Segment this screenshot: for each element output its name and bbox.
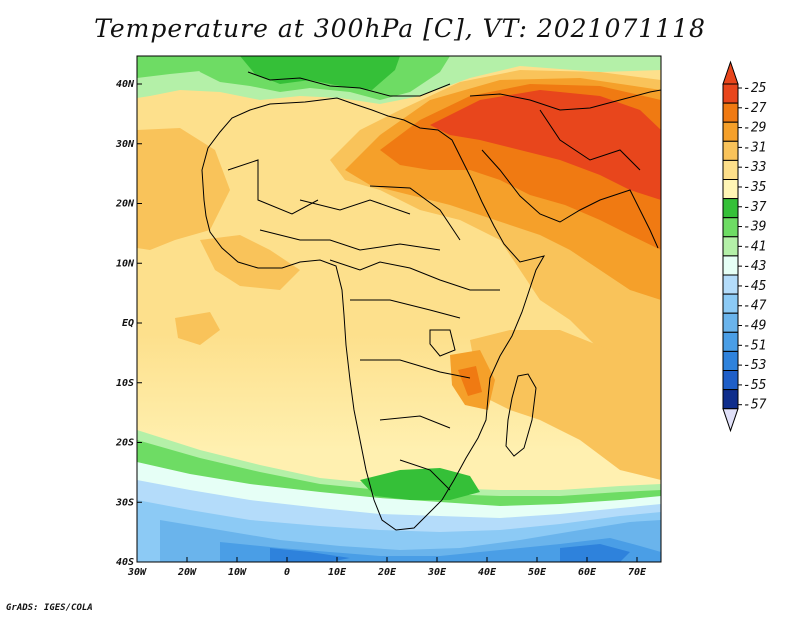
colorbar-swatch (722, 121, 739, 142)
colorbar-label: -35 (743, 180, 767, 195)
colorbar-label: -31 (743, 140, 766, 155)
colorbar: -25 -27 -29 -31 -33 -35 -37 -39 -41 -43 -45 -47 -49 -… (722, 60, 767, 433)
colorbar-swatch (722, 274, 739, 295)
colorbar-label: -41 (743, 239, 766, 254)
lat-tick-label: 10S (116, 378, 134, 389)
plot-frame (136, 55, 662, 563)
lon-tick-label: 20W (177, 567, 197, 578)
colorbar-swatch (722, 140, 739, 161)
lat-tick-label: 40S (116, 557, 134, 568)
lat-tick-label: 40N (116, 79, 135, 90)
colorbar-label: -39 (743, 220, 766, 235)
colorbar-label: -51 (743, 338, 766, 353)
colorbar-swatch (722, 159, 739, 180)
colorbar-swatch (722, 83, 739, 104)
colorbar-swatch (722, 179, 739, 200)
temperature-field (137, 56, 661, 562)
grads-credit: GrADS: IGES/COLA (6, 603, 93, 613)
lon-tick-label: 40E (478, 567, 497, 578)
longitude-axis: 30W 20W 10W 0 10E 20E 30E 40E 50E 60E 70E (127, 557, 647, 578)
colorbar-label: -55 (743, 378, 767, 393)
colorbar-label: -45 (743, 279, 767, 294)
colorbar-label: -37 (743, 200, 767, 215)
colorbar-label: -49 (743, 319, 766, 334)
colorbar-swatch (722, 350, 739, 371)
colorbar-label: -57 (743, 398, 767, 413)
lon-tick-label: 30E (427, 567, 447, 578)
lat-tick-label: 10N (116, 258, 135, 269)
latitude-axis: 40N 30N 20N 10N EQ 10S 20S 30S 40S (115, 79, 142, 568)
colorbar-swatch (722, 389, 739, 410)
colorbar-swatch (722, 312, 739, 333)
lon-tick-label: 60E (578, 567, 597, 578)
colorbar-label: -43 (743, 259, 766, 274)
lon-tick-label: 30W (127, 567, 147, 578)
colorbar-swatch (722, 331, 739, 352)
lon-tick-label: 70E (628, 567, 647, 578)
lat-tick-label: 20S (115, 438, 134, 449)
colorbar-over-triangle (722, 60, 739, 85)
colorbar-label: -33 (743, 160, 766, 175)
lon-tick-label: 10W (228, 567, 247, 578)
lon-tick-label: 0 (284, 567, 290, 578)
colorbar-swatch (722, 255, 739, 276)
lon-tick-label: 20E (377, 567, 397, 578)
colorbar-under-triangle (722, 408, 739, 433)
colorbar-label: -27 (743, 101, 767, 116)
colorbar-label: -29 (743, 121, 766, 136)
lat-tick-label: 30N (115, 139, 135, 150)
colorbar-swatch (722, 217, 739, 238)
colorbar-label: -47 (743, 299, 767, 314)
lon-tick-label: 50E (528, 567, 547, 578)
colorbar-swatch (722, 370, 739, 391)
coastlines (201, 71, 661, 531)
chart-title: Temperature at 300hPa [C], VT: 202107111… (94, 14, 706, 43)
lon-tick-label: 10E (328, 567, 347, 578)
lat-tick-label: 30S (115, 497, 134, 508)
colorbar-label: -53 (743, 358, 766, 373)
lat-tick-label: 20N (115, 199, 135, 210)
colorbar-swatch (722, 198, 739, 219)
lat-tick-label: EQ (122, 318, 134, 329)
colorbar-swatch (722, 293, 739, 314)
colorbar-swatch (722, 236, 739, 257)
colorbar-label: -25 (743, 81, 767, 96)
colorbar-swatch (722, 102, 739, 123)
